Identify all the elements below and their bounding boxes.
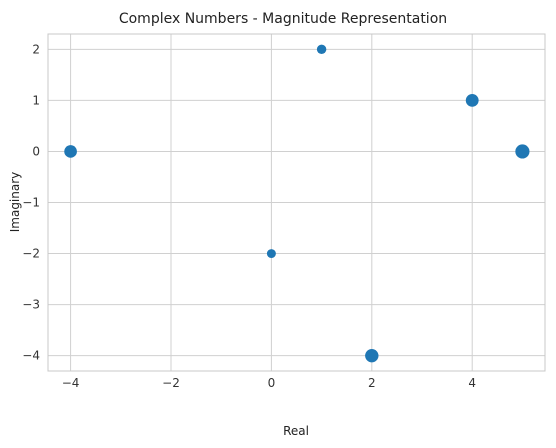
y-tick-label: 2 xyxy=(32,42,40,56)
y-tick-label: 1 xyxy=(32,93,40,107)
y-tick-label: 0 xyxy=(32,144,40,158)
x-tick-label: 4 xyxy=(468,376,476,390)
x-tick-label: 2 xyxy=(368,376,376,390)
x-tick-label: −4 xyxy=(62,376,80,390)
grid xyxy=(48,34,545,371)
scatter-point xyxy=(316,44,327,55)
x-axis-label: Real xyxy=(283,424,309,438)
scatter-point xyxy=(266,249,276,259)
data-points xyxy=(64,44,530,363)
scatter-point xyxy=(515,144,530,159)
x-axis-ticks: −4 −2 0 2 4 xyxy=(62,376,476,390)
y-tick-label: −1 xyxy=(22,196,40,210)
scatter-point xyxy=(465,93,479,107)
chart-title: Complex Numbers - Magnitude Representati… xyxy=(119,11,447,27)
y-tick-label: −4 xyxy=(22,349,40,363)
x-tick-label: −2 xyxy=(162,376,180,390)
y-axis-label: Imaginary xyxy=(8,172,22,233)
scatter-point xyxy=(64,145,77,158)
scatter-point xyxy=(365,348,379,363)
y-tick-label: −2 xyxy=(22,247,40,261)
plot-frame xyxy=(47,33,546,372)
y-axis-ticks: −4 −3 −2 −1 0 1 2 xyxy=(22,42,40,362)
y-tick-label: −3 xyxy=(22,298,40,312)
x-tick-label: 0 xyxy=(268,376,276,390)
